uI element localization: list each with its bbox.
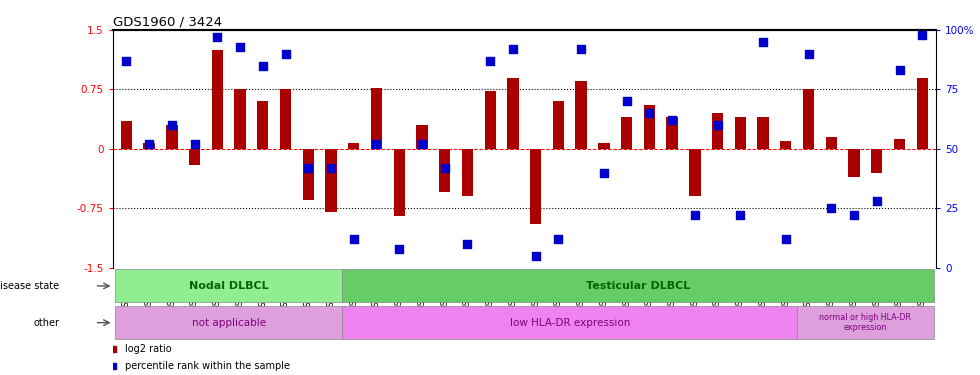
Point: [301, 165, 317, 171]
Point: [756, 39, 771, 45]
Bar: [115, 269, 342, 303]
Point: [823, 205, 839, 211]
Bar: [280, 89, 291, 149]
Point: [415, 141, 430, 147]
Bar: [575, 81, 587, 149]
Point: [277, 51, 293, 57]
Point: [551, 236, 566, 242]
Bar: [370, 88, 382, 149]
Point: [164, 122, 179, 128]
Bar: [803, 89, 814, 149]
Point: [505, 46, 520, 52]
Bar: [167, 125, 177, 149]
Bar: [348, 143, 360, 149]
Bar: [115, 306, 342, 339]
Point: [846, 212, 861, 218]
Bar: [871, 149, 882, 172]
Point: [778, 236, 794, 242]
Text: not applicable: not applicable: [192, 318, 266, 328]
Bar: [394, 149, 405, 216]
Text: Nodal DLBCL: Nodal DLBCL: [189, 281, 269, 291]
Point: [869, 198, 885, 204]
Bar: [234, 89, 246, 149]
Text: disease state: disease state: [0, 281, 59, 291]
Point: [914, 32, 930, 38]
Bar: [484, 91, 496, 149]
Point: [323, 165, 339, 171]
Text: log2 ratio: log2 ratio: [125, 345, 172, 354]
Bar: [825, 137, 837, 149]
Text: low HLA-DR expression: low HLA-DR expression: [510, 318, 630, 328]
Bar: [508, 78, 518, 149]
Bar: [416, 125, 427, 149]
Bar: [916, 78, 928, 149]
Bar: [121, 121, 132, 149]
Point: [460, 241, 475, 247]
Bar: [666, 117, 678, 149]
Bar: [257, 101, 269, 149]
Bar: [621, 117, 632, 149]
Text: other: other: [33, 318, 59, 328]
Point: [141, 141, 157, 147]
Bar: [553, 101, 564, 149]
Bar: [758, 117, 768, 149]
Point: [482, 58, 498, 64]
Point: [892, 68, 907, 74]
Bar: [711, 113, 723, 149]
Bar: [303, 149, 314, 200]
Bar: [894, 139, 906, 149]
Bar: [325, 149, 337, 212]
Text: GDS1960 / 3424: GDS1960 / 3424: [113, 16, 221, 29]
Point: [210, 34, 225, 40]
Point: [618, 98, 634, 104]
Point: [710, 122, 725, 128]
Point: [187, 141, 203, 147]
Bar: [797, 306, 934, 339]
Point: [255, 63, 270, 69]
Point: [642, 110, 658, 116]
Text: percentile rank within the sample: percentile rank within the sample: [125, 361, 290, 371]
Bar: [689, 149, 701, 196]
Bar: [439, 149, 451, 192]
Text: normal or high HLA-DR
expression: normal or high HLA-DR expression: [819, 313, 911, 332]
Point: [732, 212, 748, 218]
Text: Testicular DLBCL: Testicular DLBCL: [586, 281, 690, 291]
Bar: [644, 105, 655, 149]
Bar: [530, 149, 541, 224]
Point: [528, 253, 544, 259]
Bar: [342, 306, 797, 339]
Bar: [849, 149, 859, 177]
Point: [391, 246, 407, 252]
Bar: [598, 143, 610, 149]
Bar: [342, 269, 934, 303]
Point: [346, 236, 362, 242]
Point: [232, 44, 248, 50]
Point: [437, 165, 453, 171]
Bar: [735, 117, 746, 149]
Bar: [212, 50, 223, 149]
Point: [687, 212, 703, 218]
Point: [573, 46, 589, 52]
Bar: [780, 141, 792, 149]
Point: [596, 170, 612, 176]
Bar: [143, 143, 155, 149]
Point: [119, 58, 134, 64]
Bar: [462, 149, 473, 196]
Point: [368, 141, 384, 147]
Bar: [189, 149, 200, 165]
Point: [801, 51, 816, 57]
Point: [664, 117, 680, 123]
